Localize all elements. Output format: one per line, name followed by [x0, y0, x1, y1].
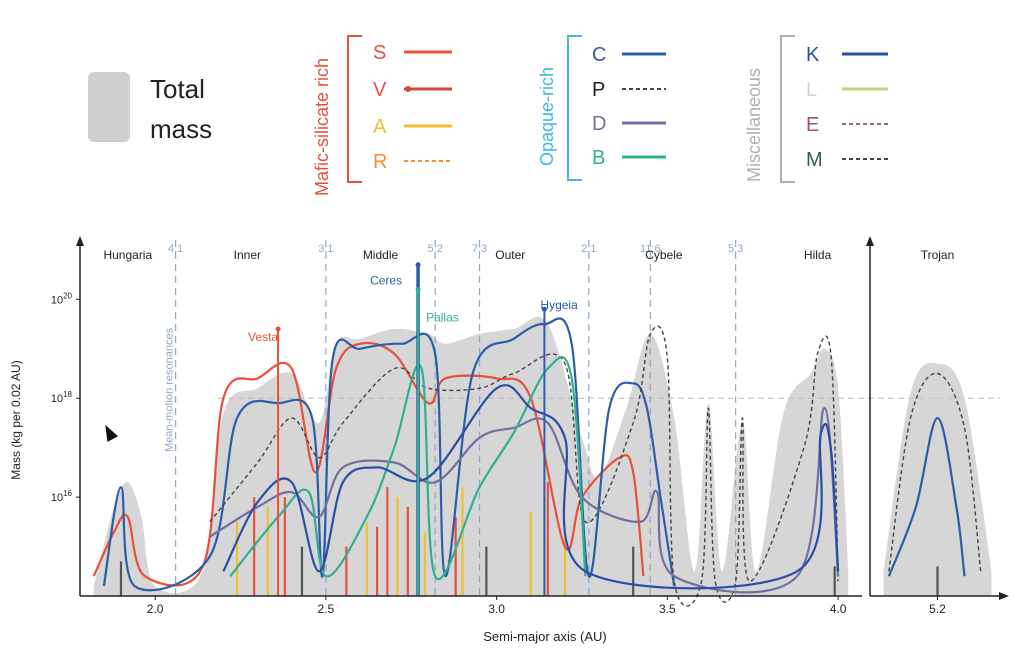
region-label: Inner — [234, 248, 261, 262]
total-mass-label-line2: mass — [150, 114, 212, 144]
legend-entry-label: D — [592, 113, 606, 135]
legend-group-bracket — [567, 35, 582, 181]
body-label: Vesta — [248, 330, 278, 344]
region-label-layer: Hungaria Inner Middle Outer Cybele Hilda — [103, 248, 831, 262]
main-plot: 4:1 3:1 5:2 7:3 2:1 11:6 5:3 Mean-motion resona… — [51, 236, 1000, 616]
legend-entry-label: A — [373, 116, 387, 138]
y-tick-label: 1020 — [51, 291, 73, 306]
region-label: Cybele — [645, 248, 683, 262]
legend-entry-label: L — [806, 79, 817, 101]
body-dot — [415, 286, 421, 292]
trojan-region-label: Trojan — [921, 248, 955, 262]
trojan-line-layer — [887, 372, 982, 596]
legend-entry-label: B — [592, 147, 605, 169]
series-line-p — [209, 325, 839, 607]
x-tick-label: 3.0 — [488, 602, 505, 616]
legend-entry-label: R — [373, 151, 387, 173]
region-label: Hilda — [804, 248, 832, 262]
legend-group-bracket — [780, 35, 795, 183]
resonance-label: 5:2 — [427, 243, 442, 255]
body-dot — [415, 262, 421, 268]
y-axis-arrow — [76, 236, 84, 246]
legend-group-mafic: Mafic-silicate rich S V A R — [312, 35, 452, 196]
x-axis-title: Semi-major axis (AU) — [483, 629, 607, 644]
y-axis-title: Mass (kg per 0.02 AU) — [9, 360, 23, 479]
legend-entry-label: S — [373, 42, 386, 64]
spike-layer — [119, 482, 836, 596]
trojan-series-line-c — [887, 416, 966, 577]
trojan-y-axis-arrow — [866, 236, 874, 246]
legend-entry-dot — [405, 86, 411, 92]
body-label: Ceres — [370, 274, 402, 288]
legend: Total mass Mafic-silicate rich S V A R O… — [88, 35, 888, 196]
region-label: Middle — [363, 248, 399, 262]
body-dot — [541, 306, 547, 312]
trojan-x-axis-arrow — [999, 592, 1009, 600]
legend-group-bracket — [347, 35, 362, 183]
resonance-label: 2:1 — [581, 243, 596, 255]
body-label: Pallas — [426, 310, 459, 324]
x-tick-label: 2.5 — [318, 602, 335, 616]
region-label: Outer — [495, 248, 525, 262]
resonance-layer: 4:1 3:1 5:2 7:3 2:1 11:6 5:3 Mean-motion resona… — [164, 240, 1000, 596]
trojan-plot: 5.2 Trojan — [866, 236, 1009, 616]
trojan-axes-layer: 5.2 Trojan — [866, 236, 1009, 616]
resonance-label: 11:6 — [640, 243, 661, 255]
axes-layer: 2.0 2.5 3.0 3.5 4.0 1016 1018 1020 — [51, 236, 862, 616]
named-body-layer: Vesta Ceres Pallas Hygeia — [248, 262, 578, 596]
trojan-x-tick-label: 5.2 — [929, 602, 946, 616]
legend-entry-label: E — [806, 114, 819, 136]
legend-group-opaque: Opaque-rich C P D B — [537, 35, 666, 181]
legend-entry-label: C — [592, 44, 606, 66]
total-mass-swatch — [88, 72, 130, 142]
legend-entry-label: V — [373, 79, 387, 101]
body-dot — [275, 326, 281, 332]
series-line-k — [222, 384, 840, 590]
resonance-label: 7:3 — [472, 243, 487, 255]
resonance-label: 3:1 — [318, 243, 333, 255]
trojan-series-line-p — [888, 372, 982, 572]
resonance-label: 4:1 — [168, 243, 183, 255]
series-line-d — [209, 406, 840, 594]
legend-entry-label: K — [806, 44, 820, 66]
series-line-c — [102, 317, 676, 592]
x-tick-label: 3.5 — [659, 602, 676, 616]
resonance-label: 5:3 — [728, 243, 743, 255]
legend-group-misc: Miscellaneous K L E M — [744, 35, 888, 183]
region-label: Hungaria — [103, 248, 152, 262]
resonance-note-label: Mean-motion resonances — [164, 327, 176, 452]
series-line-layer — [92, 317, 840, 607]
y-tick-label: 1018 — [51, 390, 73, 405]
legend-group-title: Opaque-rich — [537, 67, 557, 166]
x-tick-label: 4.0 — [830, 602, 847, 616]
series-line-b — [229, 355, 587, 581]
legend-entry-label: M — [806, 149, 823, 171]
y-tick-label: 1016 — [51, 489, 73, 504]
trojan-area-layer — [883, 363, 992, 596]
trojan-total-mass-area — [883, 363, 992, 596]
legend-entry-label: P — [592, 79, 605, 101]
total-mass-label-line1: Total — [150, 74, 205, 104]
x-tick-label: 2.0 — [147, 602, 164, 616]
body-label: Hygeia — [540, 298, 578, 312]
legend-group-title: Miscellaneous — [744, 68, 764, 182]
legend-group-title: Mafic-silicate rich — [312, 58, 332, 196]
